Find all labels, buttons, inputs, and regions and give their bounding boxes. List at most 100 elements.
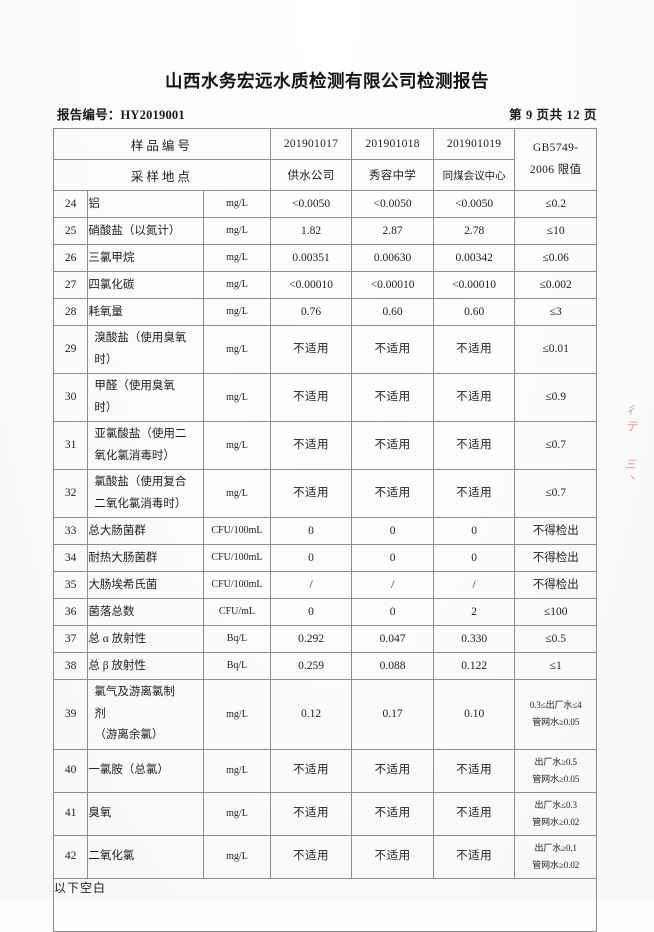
row-item-name: 甲醛（使用臭氧 时） (87, 373, 205, 423)
row-unit: CFU/100mL (203, 544, 271, 573)
row-item-name: 一氯胺（总氯） (87, 748, 205, 793)
table-header-sample-site: 采样地点 供水公司 秀容中学 同煤会议中心 (53, 159, 597, 191)
report-number: 报告编号：HY2019001 (57, 108, 185, 122)
row-number: 38 (52, 652, 89, 681)
row-item-name: 大肠埃希氏菌 (87, 571, 205, 600)
row-value-1: 不适用 (269, 324, 353, 375)
sample-site-1: 供水公司 (269, 159, 353, 191)
table-row: 29 溴酸盐（使用臭氧 时） mg/L 不适用 不适用 不适用 ≤0.01 (52, 324, 597, 375)
sample-number-3: 201901019 (432, 128, 516, 160)
row-value-3: 不适用 (432, 324, 516, 375)
row-number: 32 (52, 469, 89, 519)
row-item-name: 臭氧 (87, 791, 205, 836)
row-unit: mg/L (203, 324, 271, 375)
limit-column-header: GB5749- 2006 限值 (514, 128, 597, 191)
row-value-2: 不适用 (351, 834, 434, 879)
row-value-2: 0 (351, 517, 434, 546)
row-unit: Bq/L (203, 625, 271, 654)
footer-note: 以下空白 (53, 877, 597, 932)
row-unit: CFU/100mL (203, 517, 271, 546)
row-number: 27 (52, 271, 89, 299)
row-value-1: 不适用 (269, 469, 353, 519)
table-row: 33 总大肠菌群 CFU/100mL 0 0 0 不得检出 (52, 517, 597, 546)
row-unit: CFU/100mL (203, 571, 271, 600)
row-value-1: 0.76 (269, 298, 353, 326)
row-item-name: 铝 (87, 190, 205, 218)
table-header-sample-no: 样品编号 201901017 201901018 201901019 GB5749- 20… (53, 128, 597, 191)
row-unit: mg/L (203, 679, 271, 750)
row-value-3: 2 (432, 598, 516, 627)
table-row: 30 甲醛（使用臭氧 时） mg/L 不适用 不适用 不适用 ≤0.9 (52, 373, 597, 423)
row-unit: mg/L (203, 748, 271, 793)
row-value-2: 0.60 (351, 298, 434, 326)
row-number: 42 (52, 834, 89, 879)
row-value-3: 0.00342 (432, 244, 516, 272)
row-limit: ≤3 (514, 298, 597, 326)
row-value-1: 不适用 (269, 421, 353, 471)
table-row: 24 铝 mg/L <0.0050 <0.0050 <0.0050 ≤0.2 (52, 190, 597, 218)
row-limit: ≤0.7 (514, 421, 597, 471)
row-item-name: 总 β 放射性 (87, 652, 205, 681)
row-limit: 出厂水≥0.5 管网水≥0.05 (514, 748, 597, 793)
red-stamp-fragment: 彳 亍 三 丶 (625, 405, 637, 485)
row-item-name: 氯酸盐（使用复合 二氧化氯消毒时） (87, 469, 205, 519)
row-value-1: <0.0050 (269, 190, 353, 218)
row-unit: mg/L (203, 373, 271, 423)
row-number: 37 (52, 625, 89, 654)
row-unit: mg/L (203, 469, 271, 519)
row-value-2: 0 (351, 598, 434, 627)
row-item-name: 菌落总数 (87, 598, 205, 627)
table-row: 37 总 α 放射性 Bq/L 0.292 0.047 0.330 ≤0.5 (52, 625, 597, 654)
row-limit: 不得检出 (514, 544, 597, 573)
row-value-3: 不适用 (432, 748, 516, 793)
table-row: 28 耗氧量 mg/L 0.76 0.60 0.60 ≤3 (52, 298, 597, 326)
row-item-name: 硝酸盐（以氮计） (87, 217, 205, 245)
row-unit: mg/L (203, 217, 271, 245)
row-number: 25 (52, 217, 89, 245)
row-value-2: 不适用 (351, 421, 434, 471)
row-value-1: 不适用 (269, 373, 353, 423)
table-row: 26 三氯甲烷 mg/L 0.00351 0.00630 0.00342 ≤0.06 (52, 244, 597, 272)
table-row: 34 耐热大肠菌群 CFU/100mL 0 0 0 不得检出 (52, 544, 597, 573)
sample-site-label: 采样地点 (53, 159, 271, 191)
row-number: 39 (52, 679, 89, 750)
row-value-3: 不适用 (432, 834, 516, 879)
row-limit: ≤0.01 (514, 324, 597, 375)
row-value-3: / (432, 571, 516, 600)
page-title: 山西水务宏远水质检测有限公司检测报告 (165, 71, 489, 91)
row-number: 31 (52, 421, 89, 471)
row-value-2: 0.00630 (351, 244, 434, 272)
table-row: 36 菌落总数 CFU/mL 0 0 2 ≤100 (52, 598, 597, 627)
sample-no-label: 样品编号 (53, 128, 271, 160)
row-number: 29 (52, 324, 89, 375)
row-value-1: 0 (269, 544, 353, 573)
table-row: 39 氯气及游离氯制剂（游离余氯） mg/L 0.12 0.17 0.10 0.3≤出厂水≤… (52, 679, 597, 750)
row-limit: ≤0.2 (514, 190, 597, 218)
sample-site-2: 秀容中学 (351, 159, 434, 191)
row-value-3: 0.122 (432, 652, 516, 681)
row-item-name: 二氧化氯 (87, 834, 205, 879)
row-item-name: 四氯化碳 (87, 271, 205, 299)
row-value-1: 0.292 (269, 625, 353, 654)
row-value-2: 不适用 (351, 373, 434, 423)
row-value-2: 不适用 (351, 748, 434, 793)
row-value-1: 0 (269, 598, 353, 627)
row-value-3: 不适用 (432, 791, 516, 836)
row-number: 28 (52, 298, 89, 326)
row-item-name: 氯气及游离氯制剂（游离余氯） (87, 679, 205, 750)
row-value-1: 1.82 (269, 217, 353, 245)
row-limit: 不得检出 (514, 571, 597, 600)
row-limit: ≤1 (514, 652, 597, 681)
row-value-1: 0.259 (269, 652, 353, 681)
table-row: 40 一氯胺（总氯） mg/L 不适用 不适用 不适用 出厂水≥0.5 管网水≥0.05 (52, 748, 597, 793)
row-number: 35 (52, 571, 89, 600)
table-row: 41 臭氧 mg/L 不适用 不适用 不适用 出厂水≤0.3 管网水≥0.02 (52, 791, 597, 836)
row-number: 40 (52, 748, 89, 793)
row-limit: 出厂水≥0.1 管网水≥0.02 (514, 834, 597, 879)
row-value-3: 不适用 (432, 469, 516, 519)
row-number: 41 (52, 791, 89, 836)
footer-note-row: 以下空白 (53, 877, 597, 932)
sample-number-1: 201901017 (269, 128, 353, 160)
row-value-2: 0 (351, 544, 434, 573)
row-limit: ≤0.06 (514, 244, 597, 272)
